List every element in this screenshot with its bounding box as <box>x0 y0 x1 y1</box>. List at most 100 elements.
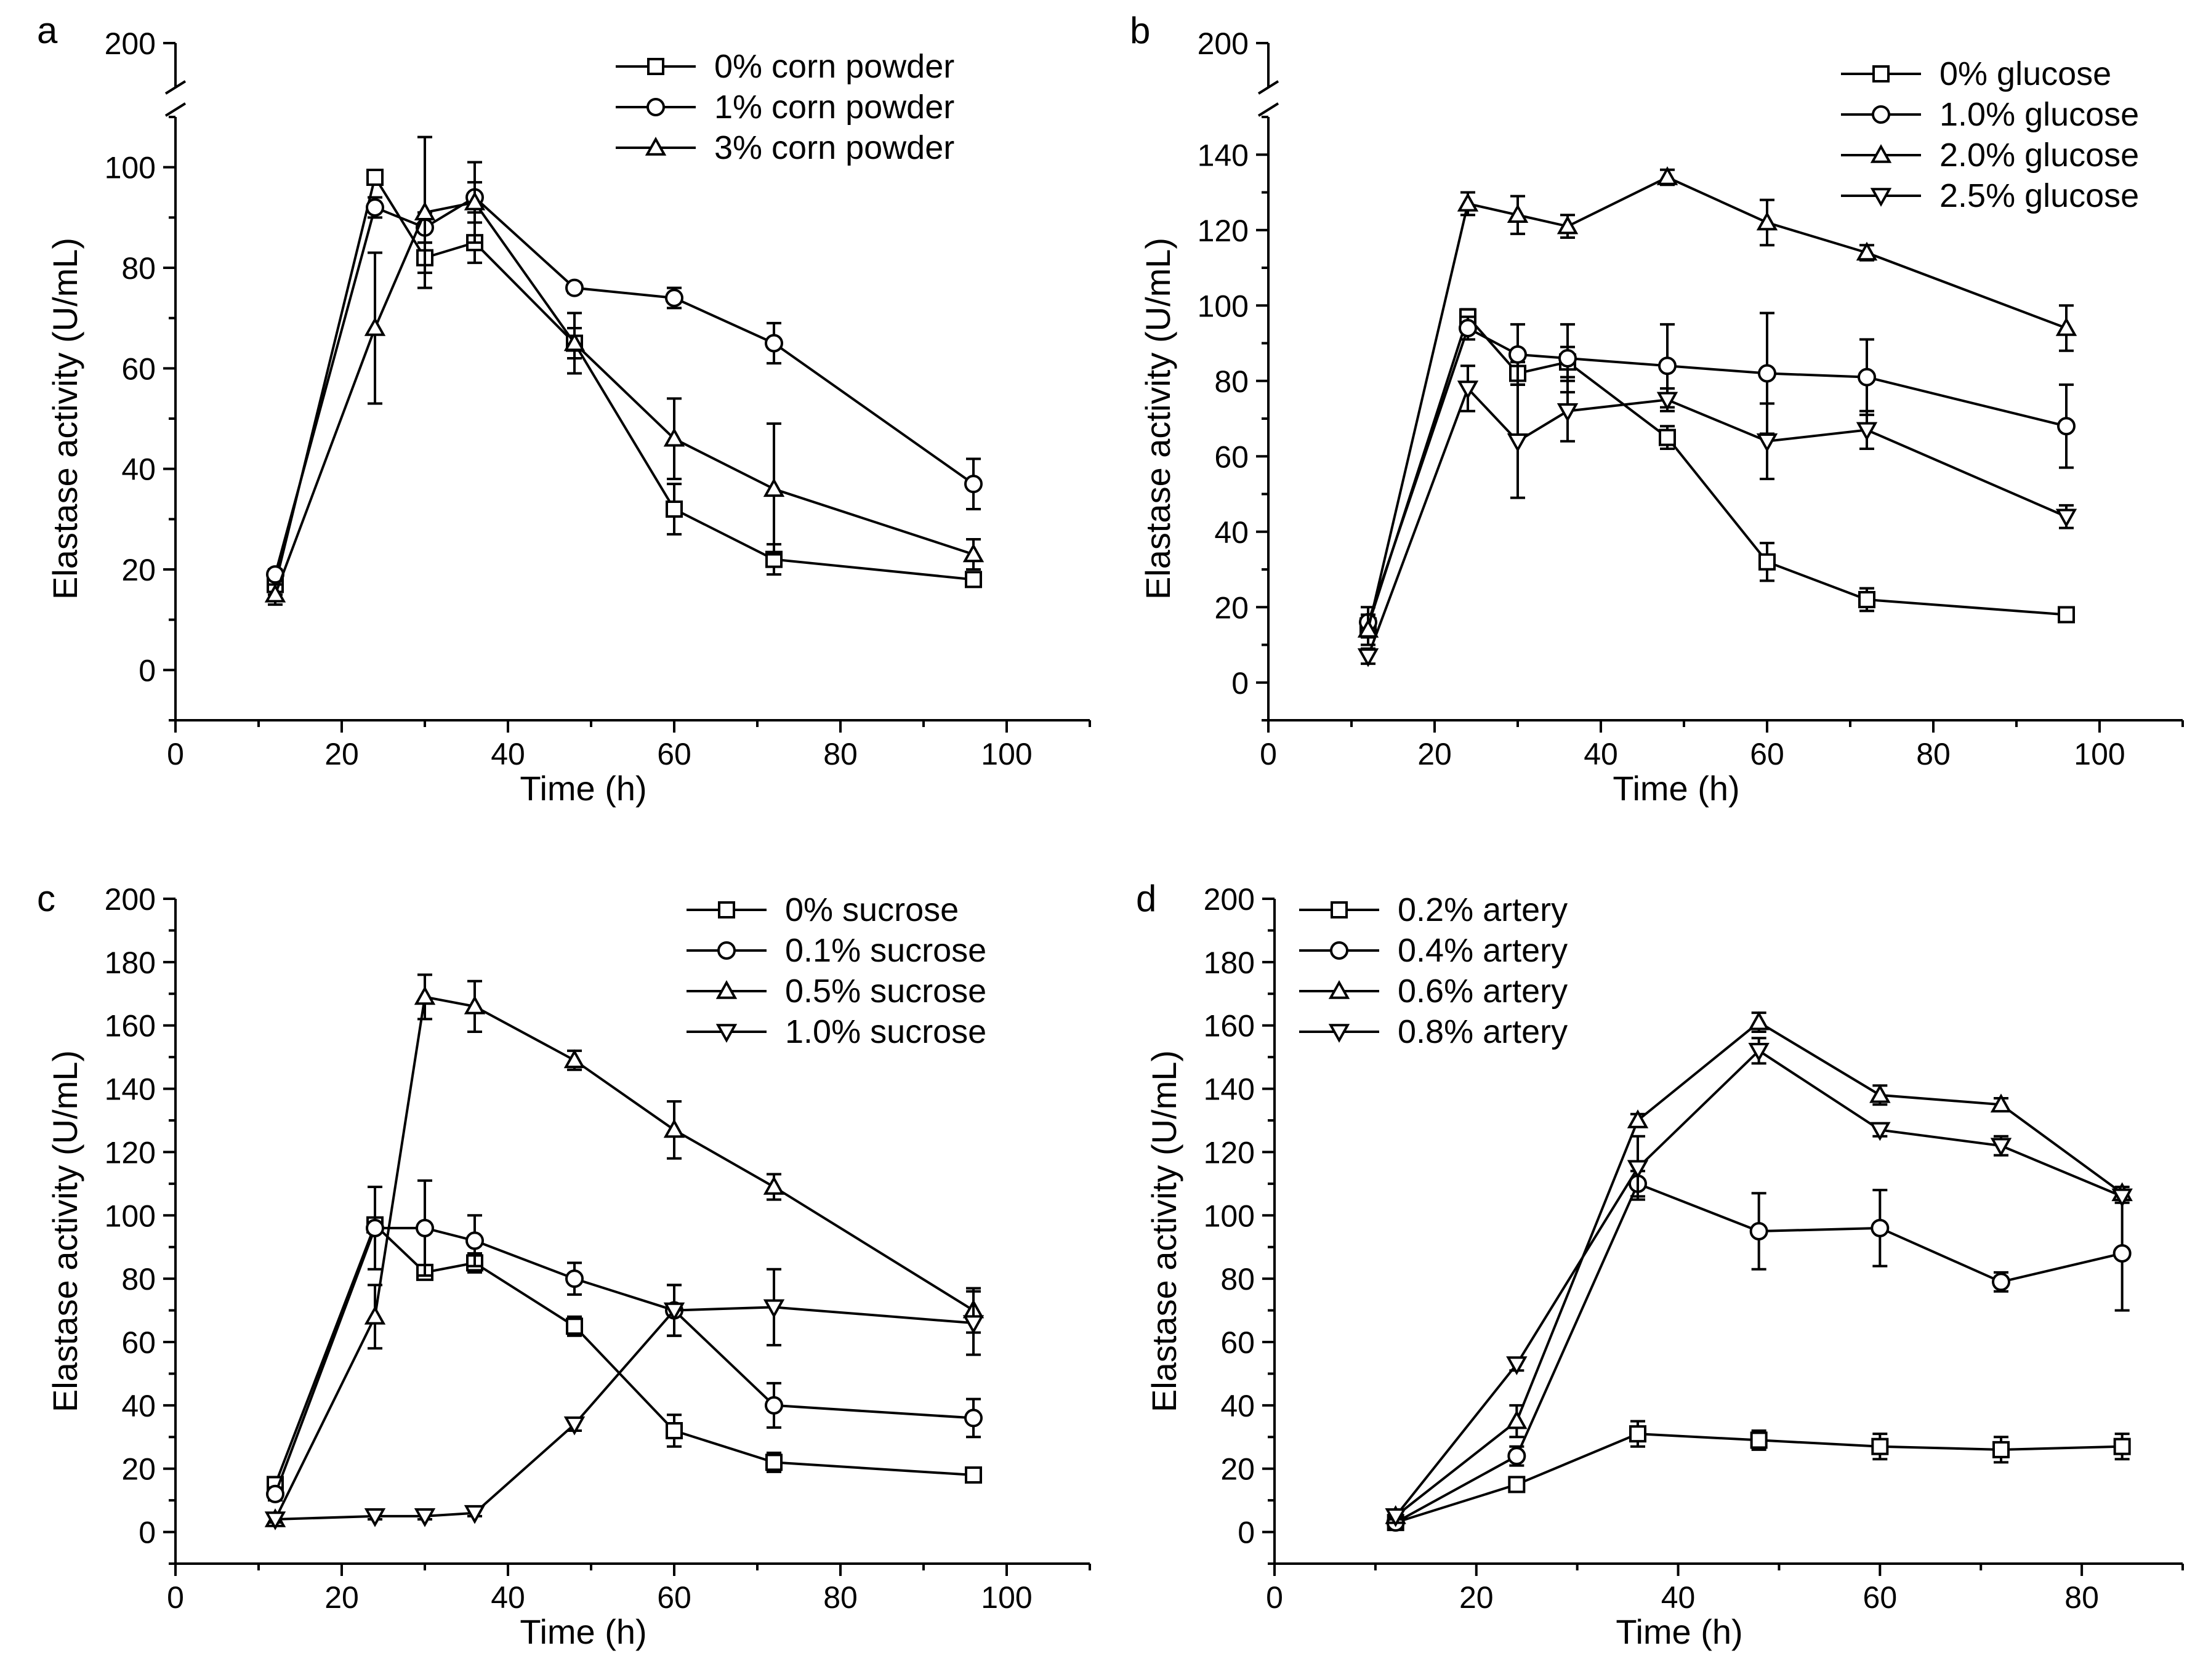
x-tick-label: 100 <box>981 737 1032 771</box>
data-point <box>464 1505 486 1524</box>
data-point <box>1658 356 1677 376</box>
panel-letter: b <box>1130 10 1150 51</box>
data-point <box>565 1269 584 1288</box>
data-point <box>1748 1043 1770 1062</box>
x-tick-label: 40 <box>491 1580 525 1615</box>
data-point <box>1992 1441 2010 1458</box>
series-2-5-glucose <box>1357 364 2077 667</box>
y-tick-label: 20 <box>121 1452 156 1487</box>
panel-c: c 0 20 40 60 80 100 Time (h) 0 20 40 60 80 100 120 140 1… <box>37 878 1091 1651</box>
series-line <box>1367 175 2067 630</box>
series-0-8-artery <box>1385 1037 2133 1527</box>
data-point <box>416 1218 434 1237</box>
data-point <box>1656 392 1678 411</box>
y-tick-label: 80 <box>121 251 156 286</box>
y-tick-label: 200 <box>1204 882 1255 917</box>
data-point <box>2111 1188 2133 1208</box>
data-point <box>364 1508 386 1527</box>
data-point <box>663 427 685 447</box>
series-0-4-artery <box>1386 1170 2132 1532</box>
legend-label: 1.0% glucose <box>1939 96 2139 133</box>
data-point <box>366 198 384 217</box>
data-point <box>663 1119 685 1138</box>
y-tick-label: 180 <box>1204 946 1255 980</box>
x-tick-label: 0 <box>167 737 184 771</box>
y-axis-title: Elastase activity (U/mL) <box>1145 1050 1183 1412</box>
series-2-0-glucose <box>1357 166 2077 646</box>
data-point <box>1756 211 1778 231</box>
series-line <box>274 201 974 595</box>
data-point <box>1629 1425 1646 1443</box>
y-tick-label: 0 <box>139 653 156 688</box>
data-point <box>2058 606 2075 624</box>
data-point <box>964 1409 983 1428</box>
x-axis-title: Time (h) <box>520 769 646 808</box>
data-point <box>1385 1508 1406 1527</box>
x-tick-label: 60 <box>1750 737 1784 771</box>
y-tick-label: 60 <box>1214 440 1249 474</box>
x-tick-label: 80 <box>2064 1580 2099 1615</box>
panel-b: b 0 20 40 60 80 100 Time (h) 0 20 40 60 80 100 120 140 2… <box>1130 10 2184 808</box>
y-tick-label: 100 <box>1204 1199 1255 1233</box>
data-point <box>364 1305 386 1325</box>
data-point <box>666 500 683 518</box>
data-point <box>1871 1218 1890 1237</box>
panel-a: a 0 20 40 60 80 100 Time (h) 0 20 40 60 80 100 200 Elas… <box>37 10 1091 808</box>
legend-label: 1% corn powder <box>714 89 954 126</box>
data-point <box>1627 1160 1649 1180</box>
legend-label: 0% sucrose <box>785 891 959 928</box>
data-point <box>464 995 486 1015</box>
data-point <box>1459 319 1477 337</box>
data-point <box>566 1317 583 1335</box>
data-point <box>965 1466 982 1484</box>
legend-marker <box>1330 941 1348 960</box>
data-point <box>414 201 436 220</box>
legend-marker <box>1328 1024 1350 1043</box>
data-point <box>763 1299 785 1319</box>
data-point <box>366 1218 384 1237</box>
data-point <box>1871 1437 1889 1455</box>
legend-marker <box>717 941 736 960</box>
data-point <box>2113 1437 2131 1455</box>
y-tick-label: 80 <box>1214 364 1249 399</box>
data-point <box>965 571 982 589</box>
data-point <box>763 1176 785 1195</box>
legend-label: 3% corn powder <box>714 129 954 166</box>
series-1-0-sucrose <box>264 1268 985 1530</box>
panel-letter: a <box>37 10 58 51</box>
series-line <box>274 995 975 1520</box>
y-tick-label: 140 <box>1198 138 1249 172</box>
data-point <box>563 1049 586 1069</box>
legend-marker <box>1872 105 1890 124</box>
data-point <box>1990 1138 2012 1157</box>
data-point <box>1758 364 1776 383</box>
y-tick-label: 20 <box>1214 590 1249 625</box>
data-point <box>665 289 683 307</box>
y-tick-label: 0 <box>139 1516 156 1550</box>
y-tick-label: 60 <box>121 1325 156 1360</box>
y-tick-label: 200 <box>105 882 156 917</box>
data-point <box>1758 553 1776 571</box>
y-tick-label: 80 <box>121 1262 156 1296</box>
data-point <box>266 1484 284 1503</box>
legend-marker <box>718 901 735 918</box>
x-tick-label: 40 <box>1661 1580 1696 1615</box>
legend-marker <box>645 137 667 156</box>
legend-marker <box>1872 65 1890 82</box>
data-point <box>765 1396 783 1415</box>
y-axis-break-mark <box>164 102 187 117</box>
data-point <box>264 583 286 603</box>
y-tick-label: 140 <box>1204 1072 1255 1107</box>
data-point <box>1869 1122 1891 1141</box>
y-tick-label: 80 <box>1220 1262 1255 1296</box>
legend-label: 2.5% glucose <box>1939 177 2139 214</box>
data-point <box>962 1315 985 1335</box>
data-point <box>1508 345 1527 364</box>
data-point <box>1990 1093 2012 1113</box>
x-tick-label: 40 <box>1584 737 1618 771</box>
data-point <box>663 1302 685 1322</box>
y-tick-label: 20 <box>1220 1452 1255 1487</box>
data-point <box>464 191 486 211</box>
